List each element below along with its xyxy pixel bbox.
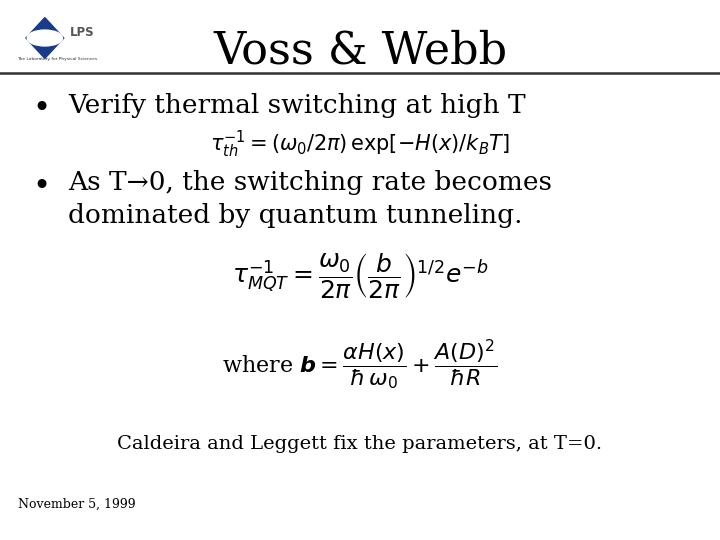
Text: •: • bbox=[32, 172, 50, 201]
Text: The Laboratory for Physical Sciences: The Laboratory for Physical Sciences bbox=[17, 57, 97, 60]
Text: dominated by quantum tunneling.: dominated by quantum tunneling. bbox=[68, 202, 523, 227]
Text: November 5, 1999: November 5, 1999 bbox=[18, 497, 135, 510]
Text: •: • bbox=[32, 94, 50, 124]
Text: Voss & Webb: Voss & Webb bbox=[213, 30, 507, 73]
Text: LPS: LPS bbox=[70, 26, 94, 39]
Text: Verify thermal switching at high T: Verify thermal switching at high T bbox=[68, 93, 526, 118]
Text: $\tau_{MQT}^{-1} = \dfrac{\omega_0}{2\pi}\left(\dfrac{b}{2\pi}\right)^{1/2} e^{-: $\tau_{MQT}^{-1} = \dfrac{\omega_0}{2\pi… bbox=[232, 251, 488, 300]
Polygon shape bbox=[26, 18, 63, 58]
Text: Caldeira and Leggett fix the parameters, at T=0.: Caldeira and Leggett fix the parameters,… bbox=[117, 435, 603, 453]
Text: where $\boldsymbol{b} = \dfrac{\alpha H(x)}{\hbar\,\omega_0}+ \dfrac{A(D)^2}{\hb: where $\boldsymbol{b} = \dfrac{\alpha H(… bbox=[222, 338, 498, 392]
Circle shape bbox=[27, 30, 63, 46]
Text: $\tau_{th}^{-1} = (\omega_0/2\pi)\,\mathrm{exp}[-H(x)/k_B T]$: $\tau_{th}^{-1} = (\omega_0/2\pi)\,\math… bbox=[210, 129, 510, 160]
Text: As T→0, the switching rate becomes: As T→0, the switching rate becomes bbox=[68, 170, 552, 195]
